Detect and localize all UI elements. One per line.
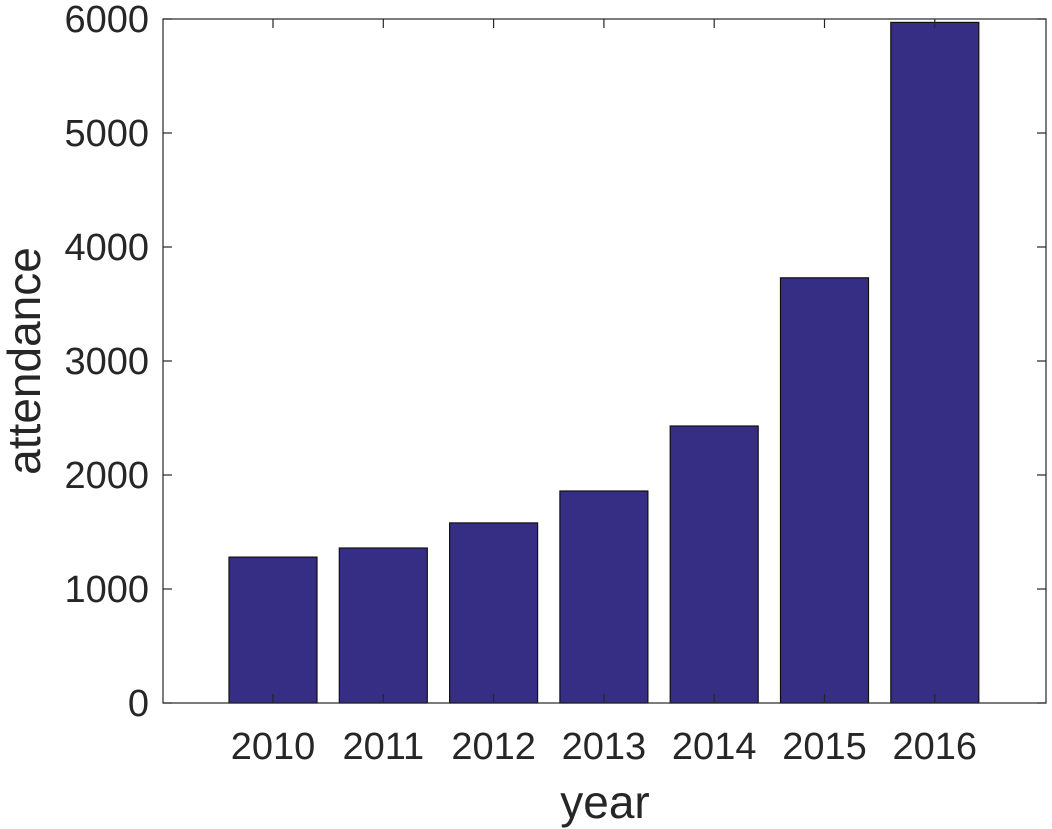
bar-2015 [779,277,870,704]
x-axis-label: year [560,776,649,828]
x-tick-labels: 2010 2011 2012 2013 2014 2015 2016 [231,726,977,768]
axes-box [162,18,1047,704]
bar-2012 [449,522,539,704]
y-tick-label: 2000 [64,455,149,497]
x-tick-label: 2012 [451,726,536,768]
y-tick-label: 4000 [64,227,149,269]
x-tick-label: 2011 [342,726,424,768]
bar-2010 [228,556,318,704]
bar-2014 [669,425,759,704]
y-tick-label: 5000 [64,113,149,155]
x-tick-label: 2014 [672,726,757,768]
y-tick-label: 1000 [64,569,149,611]
bar-2013 [559,490,649,704]
bar-2011 [338,547,428,704]
x-tick-label: 2016 [893,726,978,768]
y-tick-label: 6000 [64,0,149,41]
x-tick-label: 2010 [231,726,316,768]
bars [228,21,980,704]
y-tick-labels: 0 1000 2000 3000 4000 5000 6000 [64,0,149,725]
y-tick-label: 3000 [64,341,149,383]
y-tick-label: 0 [128,683,149,725]
x-tick-label: 2015 [782,726,867,768]
bar-2016 [890,21,980,704]
y-axis-label: attendance [0,247,50,475]
x-tick-label: 2013 [562,726,647,768]
